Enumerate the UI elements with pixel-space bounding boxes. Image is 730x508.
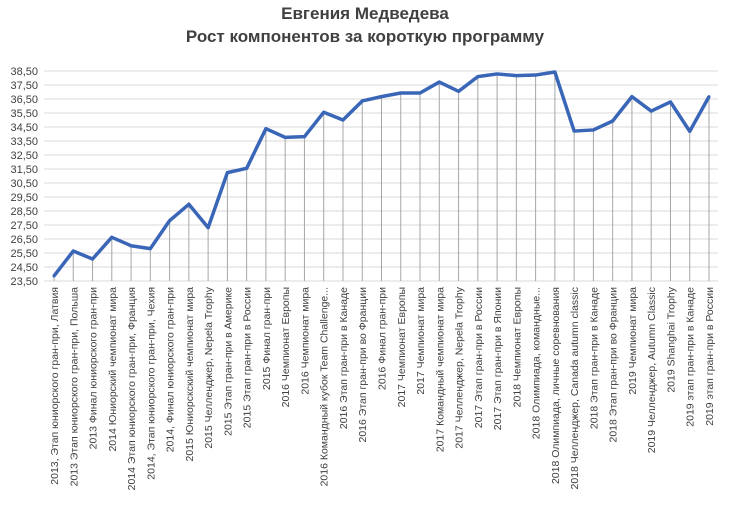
data-point bbox=[380, 95, 383, 99]
x-tick-label: 2019 этап гран-при в России bbox=[704, 287, 716, 426]
x-tick-label: 2016 Этап гран-при в Канаде bbox=[338, 287, 350, 429]
y-tick-label: 27,50 bbox=[10, 220, 38, 232]
data-point bbox=[495, 72, 499, 76]
data-point bbox=[418, 91, 422, 95]
y-tick-label: 38,50 bbox=[10, 66, 38, 78]
x-tick-label: 2016 Командный кубок Team Challenge... bbox=[319, 287, 331, 486]
x-tick-label: 2018 Челленджер, Canada autumn classic bbox=[569, 287, 581, 489]
x-tick-label: 2017 Чемпионат мира bbox=[415, 287, 427, 395]
y-tick-label: 31,50 bbox=[10, 164, 38, 176]
data-point bbox=[71, 249, 75, 253]
y-tick-label: 33,50 bbox=[10, 136, 38, 148]
x-tick-label: 2018 Олимпиада, командные... bbox=[531, 287, 543, 439]
data-point bbox=[591, 128, 595, 132]
x-tick-label: 2016 Чемпионат мира bbox=[299, 287, 311, 395]
data-point bbox=[476, 75, 480, 79]
x-tick-label: 2017 Этап гран-при в Японии bbox=[492, 287, 504, 430]
drop-lines bbox=[53, 71, 710, 281]
data-point bbox=[534, 73, 538, 77]
data-point bbox=[668, 100, 672, 104]
x-axis-labels: 2013, Этап юниорского гран-при, Латвия 20… bbox=[49, 286, 716, 490]
x-tick-label: 2013 Финал юниорского гран-при bbox=[88, 287, 100, 450]
data-point bbox=[129, 244, 133, 248]
x-tick-label: 2018 Чемпионат Европы bbox=[511, 287, 523, 407]
x-tick-label: 2013, Этап юниорского гран-при, Латвия bbox=[49, 287, 61, 485]
x-tick-label: 2014, Финал юниорского гран-при bbox=[165, 287, 177, 452]
data-point bbox=[707, 95, 711, 99]
data-point bbox=[360, 99, 364, 103]
data-point bbox=[110, 235, 114, 239]
data-point bbox=[322, 110, 326, 114]
y-tick-label: 36,50 bbox=[10, 94, 38, 106]
x-tick-label: 2019 Чемпионат мира bbox=[627, 287, 639, 395]
data-point bbox=[91, 257, 95, 261]
y-tick-label: 25,50 bbox=[10, 248, 38, 260]
x-tick-label: 2014 Юниорский чемпионат мира bbox=[107, 287, 119, 452]
x-tick-label: 2018 Олимпиада, личные соревнования bbox=[550, 287, 562, 484]
data-point bbox=[437, 80, 441, 84]
data-point bbox=[611, 119, 615, 123]
x-tick-label: 2019 Shanghai Trophy bbox=[665, 286, 677, 392]
series-line bbox=[52, 70, 711, 278]
data-point bbox=[572, 129, 576, 133]
data-point bbox=[630, 95, 634, 99]
y-tick-label: 35,50 bbox=[10, 108, 38, 120]
x-tick-label: 2018 Этап гран-при в Канаде bbox=[588, 287, 600, 429]
x-tick-label: 2018 Этап гран-при во Франции bbox=[608, 287, 620, 443]
data-point bbox=[187, 202, 191, 206]
data-point bbox=[514, 74, 518, 78]
data-point bbox=[225, 171, 229, 175]
data-point bbox=[168, 219, 172, 223]
chart-title: Евгения Медведева bbox=[281, 4, 449, 23]
y-tick-label: 28,50 bbox=[10, 206, 38, 218]
y-tick-label: 32,50 bbox=[10, 150, 38, 162]
y-tick-label: 37,50 bbox=[10, 80, 38, 92]
x-tick-label: 2016 Финал гран-при bbox=[377, 287, 389, 390]
data-point bbox=[399, 91, 403, 95]
x-tick-label: 2019 Челленджер, Autumn Classic bbox=[646, 287, 658, 453]
x-tick-label: 2019 этап гран-при в Канаде bbox=[685, 287, 697, 427]
data-point bbox=[245, 166, 249, 170]
y-tick-label: 34,50 bbox=[10, 122, 38, 134]
data-point bbox=[206, 226, 210, 230]
y-tick-label: 23,50 bbox=[10, 276, 38, 288]
x-tick-label: 2017 Этап гран-при в России bbox=[473, 287, 485, 428]
data-point bbox=[457, 89, 461, 93]
data-point bbox=[341, 118, 345, 122]
y-tick-label: 24,50 bbox=[10, 262, 38, 274]
y-tick-label: 29,50 bbox=[10, 192, 38, 204]
x-tick-label: 2016 Этап гран-при во Франции bbox=[357, 287, 369, 443]
data-point bbox=[302, 135, 306, 139]
x-tick-label: 2015 Этап гран-при в Америке bbox=[222, 287, 234, 436]
data-point bbox=[649, 109, 653, 113]
chart-subtitle: Рост компонентов за короткую программу bbox=[186, 27, 545, 46]
data-point bbox=[688, 129, 692, 133]
x-tick-label: 2013 Этап юниорского гран-при, Польша bbox=[68, 287, 80, 487]
y-tick-label: 26,50 bbox=[10, 234, 38, 246]
x-tick-label: 2015 Юниорскский чемпионат мира bbox=[184, 287, 196, 462]
x-tick-label: 2014, Этап юниорского гран-при, Чехия bbox=[145, 287, 157, 480]
y-axis-ticks: 38,50 37,50 36,50 35,50 34,50 33,50 32,50 31,50… bbox=[10, 66, 38, 288]
data-point bbox=[52, 274, 56, 278]
x-tick-label: 2017 Командный чемпионат мира bbox=[434, 287, 446, 452]
x-tick-label: 2014 Этап юниорского гран-при, Франция bbox=[126, 287, 138, 490]
x-tick-label: 2017 Чемпионат Европы bbox=[396, 287, 408, 407]
x-tick-label: 2017 Челленджер, Nepela Trophy bbox=[454, 286, 466, 448]
x-tick-label: 2015 Челленджер, Nepela Trophy bbox=[203, 286, 215, 448]
y-tick-label: 30,50 bbox=[10, 178, 38, 190]
x-tick-label: 2015 Этап гран-при в России bbox=[242, 287, 254, 428]
data-point bbox=[553, 70, 557, 74]
data-point bbox=[148, 247, 152, 251]
x-tick-label: 2015 Финал гран-при bbox=[261, 287, 273, 390]
data-point bbox=[264, 127, 268, 131]
data-point bbox=[283, 135, 287, 139]
x-tick-label: 2016 Чемпионат Европы bbox=[280, 287, 292, 407]
